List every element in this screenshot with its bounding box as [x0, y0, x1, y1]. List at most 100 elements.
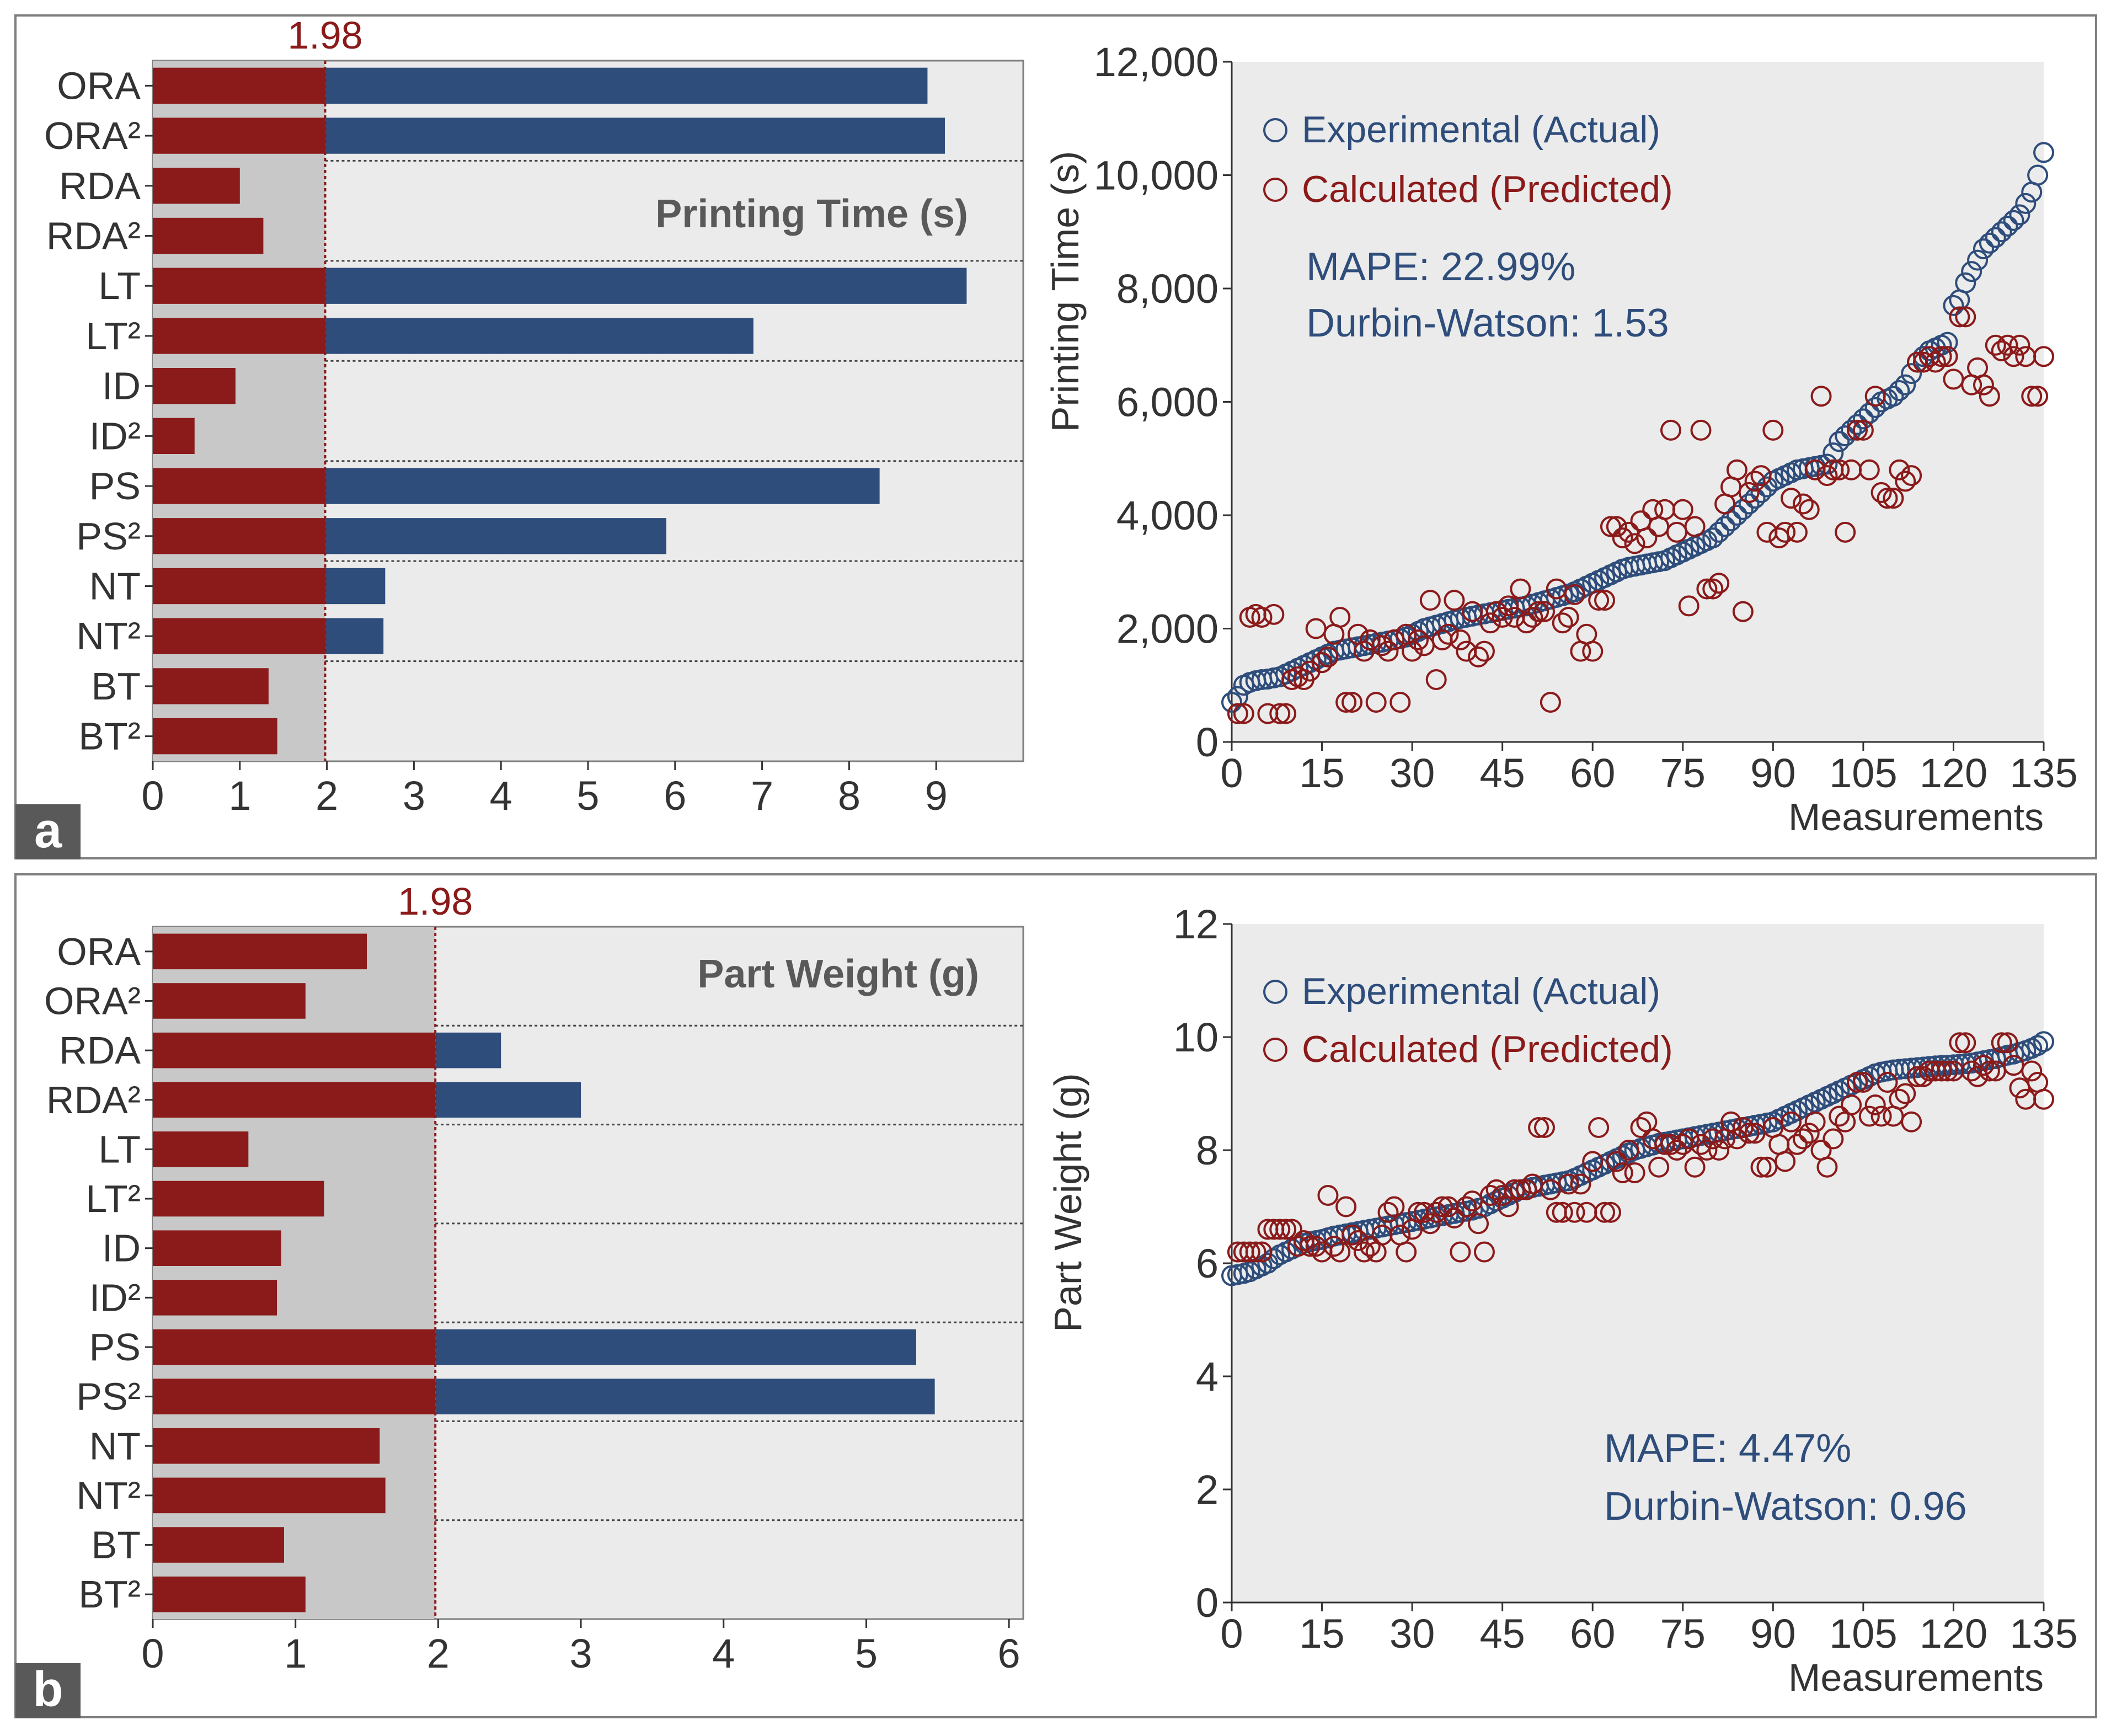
actual-point	[1889, 380, 1910, 401]
x-tick-label: 135	[2010, 750, 2077, 796]
predicted-point	[1522, 606, 1543, 628]
predicted-point	[1533, 1117, 1555, 1138]
predicted-point	[1666, 1140, 1687, 1161]
predicted-point	[1858, 1105, 1880, 1127]
predicted-point	[1931, 346, 1952, 367]
x-tick-label: 0	[1220, 750, 1243, 796]
predicted-point	[1594, 1201, 1616, 1223]
bar-below-threshold	[153, 1280, 277, 1316]
predicted-point	[1329, 1241, 1351, 1263]
category-label: BT	[92, 665, 141, 708]
actual-point	[1895, 374, 1916, 396]
x-tick-label: 1	[228, 773, 251, 819]
predicted-point	[1708, 573, 1730, 594]
bar-below-threshold	[153, 1329, 436, 1365]
threshold-label: 1.98	[287, 14, 362, 57]
actual-point	[2027, 164, 2049, 186]
legend-marker-predicted	[1263, 178, 1287, 202]
category-label: NT	[89, 1424, 141, 1467]
actual-point	[1979, 232, 2000, 254]
category-label: RDA²	[46, 215, 141, 258]
predicted-point	[1444, 1208, 1465, 1228]
predicted-point	[2021, 1060, 2043, 1082]
x-tick-label: 7	[751, 773, 773, 819]
predicted-point	[1594, 590, 1616, 611]
y-tick-label: 6	[1196, 1241, 1218, 1286]
actual-point	[1973, 238, 1994, 260]
bar-below-threshold	[153, 568, 325, 605]
predicted-point	[1997, 1032, 2018, 1054]
x-tick-label: 3	[569, 1631, 592, 1676]
actual-point	[1726, 505, 1747, 526]
predicted-point	[1251, 1241, 1273, 1263]
bar-below-threshold	[153, 1131, 249, 1167]
predicted-point	[1600, 1201, 1621, 1223]
x-tick-label: 9	[925, 773, 948, 819]
legend-marker-actual	[1263, 980, 1287, 1004]
predicted-point	[1269, 1219, 1291, 1240]
bar-below-threshold	[153, 367, 236, 404]
predicted-point	[1786, 1134, 1808, 1155]
predicted-point	[2009, 334, 2030, 356]
predicted-point	[1672, 499, 1693, 520]
predicted-point	[1973, 374, 1994, 396]
category-label: BT²	[78, 1573, 141, 1616]
x-tick-label: 30	[1389, 750, 1435, 796]
panel-a: a ORA ORA² RDA RDA² LT LT² ID ID² PS PS² NT NT² BT BT²…	[14, 14, 2097, 859]
predicted-point	[1342, 692, 1363, 713]
category-label: BT²	[78, 715, 141, 758]
panel-frame	[14, 14, 2097, 859]
series-predicted	[1227, 1032, 2054, 1263]
predicted-point	[1889, 459, 1910, 480]
predicted-point	[1437, 623, 1459, 645]
mape-annotation: MAPE: 4.47%	[1604, 1427, 1851, 1471]
predicted-point	[1612, 527, 1633, 549]
predicted-point	[1684, 1156, 1706, 1178]
predicted-point	[1804, 1111, 1826, 1133]
scatter-plot-area	[1232, 62, 2044, 742]
predicted-point	[1973, 1055, 1994, 1076]
bar-below-threshold	[153, 67, 325, 104]
category-label: ORA	[57, 930, 141, 973]
predicted-point	[1750, 1156, 1772, 1178]
predicted-point	[1949, 1032, 1970, 1054]
x-tick-label: 1	[284, 1631, 307, 1676]
bar-above-threshold	[325, 468, 880, 504]
category-label: ORA	[57, 64, 141, 107]
actual-point	[1829, 431, 1850, 452]
bar-below-threshold	[153, 1477, 386, 1514]
predicted-point	[1732, 601, 1754, 622]
predicted-point	[1678, 1128, 1700, 1150]
legend-label-actual: Experimental (Actual)	[1302, 970, 1660, 1012]
predicted-point	[1510, 1179, 1531, 1200]
x-tick-label: 45	[1480, 1611, 1525, 1657]
predicted-point	[1425, 669, 1447, 690]
predicted-point	[1979, 1060, 2000, 1082]
predicted-point	[1329, 606, 1351, 628]
x-tick-label: 75	[1660, 1611, 1706, 1657]
predicted-point	[1744, 471, 1766, 492]
legend-label-actual: Experimental (Actual)	[1302, 109, 1660, 151]
y-tick-label: 4,000	[1116, 493, 1218, 538]
bar-below-threshold	[153, 318, 325, 354]
y-tick-label: 10	[1173, 1014, 1218, 1060]
predicted-point	[1696, 1140, 1718, 1161]
y-tick-label: 6,000	[1116, 380, 1218, 425]
bar-below-threshold	[153, 983, 306, 1019]
category-label: NT	[89, 565, 141, 608]
predicted-point	[1383, 1196, 1405, 1217]
predicted-point	[2003, 346, 2024, 367]
panel-label-box	[15, 1663, 81, 1718]
predicted-point	[1365, 692, 1387, 713]
predicted-point	[1582, 640, 1604, 662]
predicted-point	[1781, 1111, 1802, 1133]
scatter-chart: 0 2,000 4,000 6,000 8,000 10,000 12,000 0 15 30 45…	[1044, 39, 2078, 838]
predicted-point	[1870, 482, 1892, 503]
bar-below-threshold	[153, 618, 325, 654]
x-tick-label: 15	[1299, 1611, 1344, 1657]
predicted-point	[1931, 1060, 1952, 1082]
actual-point	[1738, 493, 1760, 515]
predicted-point	[1726, 459, 1747, 480]
